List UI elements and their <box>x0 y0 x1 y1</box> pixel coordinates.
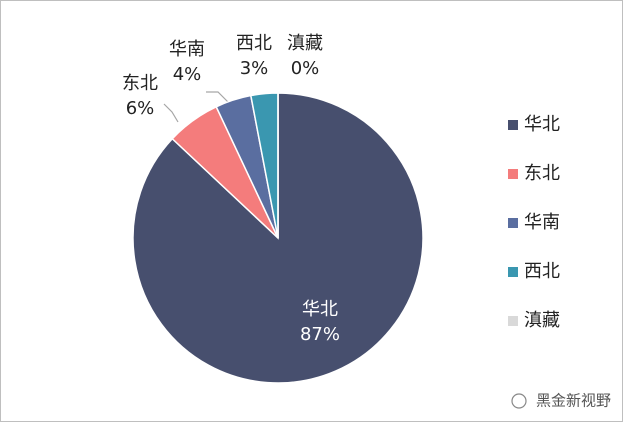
legend-swatch <box>508 169 518 179</box>
legend-swatch <box>508 316 518 326</box>
legend-label: 西北 <box>524 261 560 282</box>
legend-label: 华南 <box>524 212 560 233</box>
pie-slice <box>132 92 424 384</box>
legend-swatch <box>508 120 518 130</box>
slice-label: 滇藏 <box>287 33 323 54</box>
legend-label: 华北 <box>524 114 560 135</box>
value-label: 6% <box>126 98 155 119</box>
legend-label: 滇藏 <box>524 310 560 331</box>
value-label: 87% <box>300 324 340 345</box>
leader-line <box>206 91 229 103</box>
legend-swatch <box>508 218 518 228</box>
watermark-text: 黑金新视野 <box>536 392 611 410</box>
value-label: 3% <box>240 58 269 79</box>
frame <box>0 0 623 422</box>
slice-label: 西北 <box>236 33 272 54</box>
leader-line <box>163 103 179 123</box>
watermark: 黑金新视野 <box>511 392 611 410</box>
slice-label: 东北 <box>122 73 158 94</box>
legend-swatch <box>508 267 518 277</box>
value-label: 4% <box>173 64 202 85</box>
watermark-icon <box>511 393 527 409</box>
value-label: 0% <box>291 58 320 79</box>
legend-label: 东北 <box>524 163 560 184</box>
slice-label: 华北 <box>302 299 338 320</box>
slice-label: 华南 <box>169 39 205 60</box>
